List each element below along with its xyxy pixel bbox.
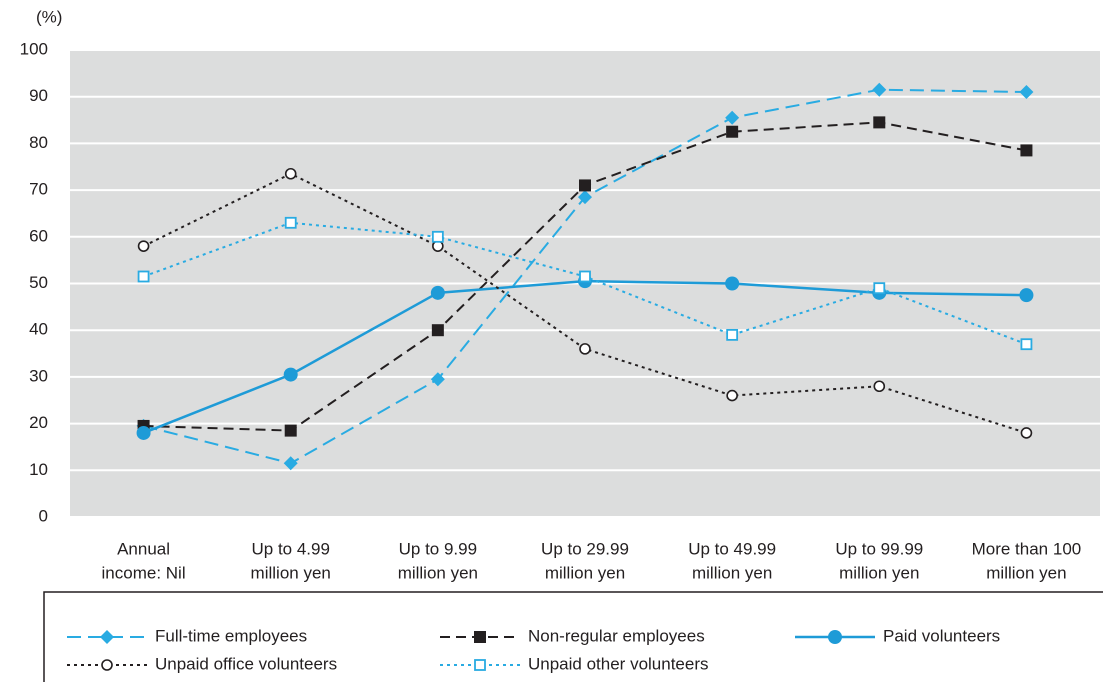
x-tick-label: million yen bbox=[398, 563, 478, 582]
legend-marker bbox=[474, 631, 486, 643]
marker bbox=[726, 389, 738, 402]
legend-marker bbox=[101, 659, 113, 671]
marker bbox=[726, 125, 739, 138]
marker bbox=[430, 372, 445, 387]
y-tick-label: 50 bbox=[29, 273, 48, 292]
legend-marker bbox=[474, 659, 486, 671]
legend-label: Non-regular employees bbox=[528, 626, 705, 645]
marker bbox=[284, 216, 297, 229]
marker bbox=[283, 367, 298, 382]
marker bbox=[873, 380, 886, 393]
marker bbox=[579, 343, 591, 355]
y-tick-label: 60 bbox=[29, 226, 48, 245]
y-tick-label: 70 bbox=[29, 180, 48, 199]
legend-marker bbox=[100, 630, 114, 644]
x-tick-label: Up to 4.99 bbox=[251, 539, 329, 558]
x-tick-label: Up to 29.99 bbox=[541, 539, 629, 558]
legend-marker bbox=[828, 630, 842, 644]
marker bbox=[283, 456, 298, 471]
marker bbox=[873, 282, 886, 295]
y-tick-label: 100 bbox=[20, 39, 48, 58]
marker bbox=[1019, 288, 1034, 303]
x-tick-label: Up to 9.99 bbox=[399, 539, 477, 558]
legend-box bbox=[43, 591, 1103, 682]
x-tick-label: Annual bbox=[117, 539, 170, 558]
x-tick-label: More than 100 bbox=[972, 539, 1082, 558]
marker bbox=[579, 179, 591, 192]
x-tick-label: million yen bbox=[986, 563, 1066, 582]
marker bbox=[873, 116, 886, 129]
marker bbox=[431, 324, 444, 337]
marker bbox=[725, 110, 740, 125]
marker bbox=[284, 167, 297, 180]
marker bbox=[578, 190, 592, 205]
legend-label: Unpaid office volunteers bbox=[155, 654, 337, 673]
y-tick-label: 90 bbox=[29, 86, 48, 105]
x-tick-label: million yen bbox=[692, 563, 772, 582]
marker bbox=[431, 230, 444, 243]
marker bbox=[430, 285, 445, 300]
marker bbox=[725, 276, 740, 291]
x-tick-label: income: Nil bbox=[102, 563, 186, 582]
y-tick-label: 0 bbox=[39, 506, 48, 525]
x-tick-label: Up to 99.99 bbox=[835, 539, 923, 558]
marker bbox=[137, 270, 150, 283]
x-tick-label: million yen bbox=[545, 563, 625, 582]
legend-label: Unpaid other volunteers bbox=[528, 654, 709, 673]
marker bbox=[137, 240, 150, 252]
legend-label: Paid volunteers bbox=[883, 626, 1000, 645]
marker bbox=[136, 425, 151, 440]
x-tick-label: million yen bbox=[839, 563, 919, 582]
y-tick-label: 40 bbox=[29, 320, 48, 339]
y-tick-label: 30 bbox=[29, 366, 48, 385]
x-tick-label: Up to 49.99 bbox=[688, 539, 776, 558]
marker bbox=[1020, 338, 1033, 351]
y-tick-label: 20 bbox=[29, 413, 48, 432]
y-tick-label: 10 bbox=[29, 460, 48, 479]
marker bbox=[579, 270, 591, 283]
marker bbox=[726, 328, 739, 341]
marker bbox=[284, 424, 297, 437]
x-tick-label: million yen bbox=[251, 563, 331, 582]
legend-label: Full-time employees bbox=[155, 626, 307, 645]
marker bbox=[872, 82, 887, 97]
marker bbox=[1020, 427, 1033, 439]
marker bbox=[1019, 85, 1034, 100]
marker bbox=[1020, 144, 1033, 157]
y-tick-label: 80 bbox=[29, 133, 48, 152]
y-axis-label: (%) bbox=[36, 7, 62, 26]
